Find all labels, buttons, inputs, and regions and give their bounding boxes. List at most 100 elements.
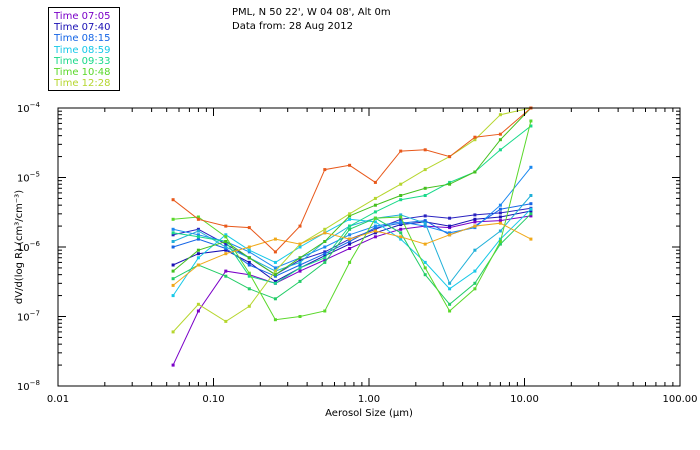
data-point xyxy=(373,220,377,224)
y-tick-label: 10−6 xyxy=(17,240,41,254)
legend-item: Time 09:33 xyxy=(54,55,111,67)
data-point xyxy=(423,242,427,246)
data-point xyxy=(298,279,302,283)
data-date-text: Data from: 28 Aug 2012 xyxy=(232,21,353,32)
data-point xyxy=(348,260,352,264)
data-point xyxy=(473,269,477,273)
legend-item: Time 08:59 xyxy=(54,44,111,56)
data-point xyxy=(399,149,403,153)
data-point xyxy=(323,227,327,231)
data-point xyxy=(247,256,251,260)
data-point xyxy=(196,233,200,237)
series-line xyxy=(172,107,532,253)
data-point xyxy=(423,214,427,218)
data-point xyxy=(171,198,175,202)
data-point xyxy=(473,224,477,228)
data-point xyxy=(498,138,502,142)
data-point xyxy=(473,217,477,221)
data-point xyxy=(399,235,403,239)
data-point xyxy=(247,263,251,267)
data-point xyxy=(373,203,377,207)
data-point xyxy=(196,227,200,231)
data-point xyxy=(473,287,477,291)
data-point xyxy=(323,250,327,254)
data-point xyxy=(247,260,251,264)
y-axis-label: dV/d(log R) (cm³/cm⁻³) xyxy=(14,190,25,304)
data-point xyxy=(323,258,327,262)
data-point xyxy=(247,271,251,275)
y-tick-label: 10−4 xyxy=(17,101,41,115)
data-point xyxy=(529,119,533,123)
data-point xyxy=(273,273,277,277)
data-point xyxy=(224,240,228,243)
data-point xyxy=(171,227,175,231)
data-point xyxy=(224,235,228,239)
legend-item: Time 10:48 xyxy=(54,67,111,79)
data-point xyxy=(448,233,452,237)
data-point xyxy=(423,224,427,228)
data-point xyxy=(498,221,502,225)
data-point xyxy=(473,138,477,142)
data-point xyxy=(247,245,251,249)
data-point xyxy=(423,148,427,152)
data-point xyxy=(196,309,200,313)
data-point xyxy=(423,273,427,277)
data-point xyxy=(448,231,452,235)
data-point xyxy=(273,279,277,283)
series xyxy=(171,221,533,287)
data-point xyxy=(224,248,228,252)
data-point xyxy=(529,212,533,216)
series-line xyxy=(173,120,532,321)
series-line xyxy=(173,125,532,284)
data-point xyxy=(323,245,327,249)
data-point xyxy=(171,294,175,298)
data-point xyxy=(448,180,452,184)
data-point xyxy=(348,237,352,241)
data-point xyxy=(196,217,200,221)
data-point xyxy=(448,309,452,313)
data-point xyxy=(448,287,452,291)
data-point xyxy=(171,240,175,243)
data-point xyxy=(373,229,377,233)
data-point xyxy=(498,113,502,117)
data-point xyxy=(273,281,277,285)
y-tick-exponent: −6 xyxy=(30,240,41,248)
series-layer xyxy=(171,106,533,367)
data-point xyxy=(298,258,302,262)
legend-box: Time 07:05 Time 07:40 Time 08:15 Time 08:59… xyxy=(48,7,120,91)
data-point xyxy=(373,235,377,239)
data-point xyxy=(348,224,352,228)
y-tick-label: 10−7 xyxy=(17,310,40,324)
data-point xyxy=(247,250,251,254)
data-point xyxy=(348,163,352,167)
data-point xyxy=(171,245,175,249)
data-point xyxy=(171,263,175,267)
data-point xyxy=(399,227,403,231)
x-tick-label: 10.00 xyxy=(510,394,539,405)
y-tick-label: 10−8 xyxy=(17,379,40,393)
data-point xyxy=(171,363,175,367)
data-point xyxy=(224,224,228,228)
data-point xyxy=(529,194,533,197)
plot-frame xyxy=(57,107,681,387)
data-point xyxy=(448,302,452,306)
data-point xyxy=(323,309,327,313)
data-point xyxy=(273,250,277,254)
data-point xyxy=(399,220,403,224)
data-point xyxy=(273,260,277,264)
y-tick-mantissa: 10 xyxy=(17,313,30,324)
y-tick-exponent: −8 xyxy=(30,379,40,387)
data-point xyxy=(448,224,452,228)
data-point xyxy=(498,215,502,219)
data-point xyxy=(498,237,502,241)
axis-layer: 0.01 0.10 1.00 10.00 100.0010−810−710−610−51… xyxy=(17,101,698,405)
data-point xyxy=(498,211,502,215)
y-tick-mantissa: 10 xyxy=(17,243,30,254)
data-point xyxy=(298,315,302,318)
y-tick-exponent: −4 xyxy=(30,101,41,109)
x-tick-label: 100.00 xyxy=(663,394,698,405)
data-point xyxy=(373,227,377,231)
data-point xyxy=(423,221,427,225)
data-point xyxy=(529,165,533,169)
data-point xyxy=(273,269,277,273)
